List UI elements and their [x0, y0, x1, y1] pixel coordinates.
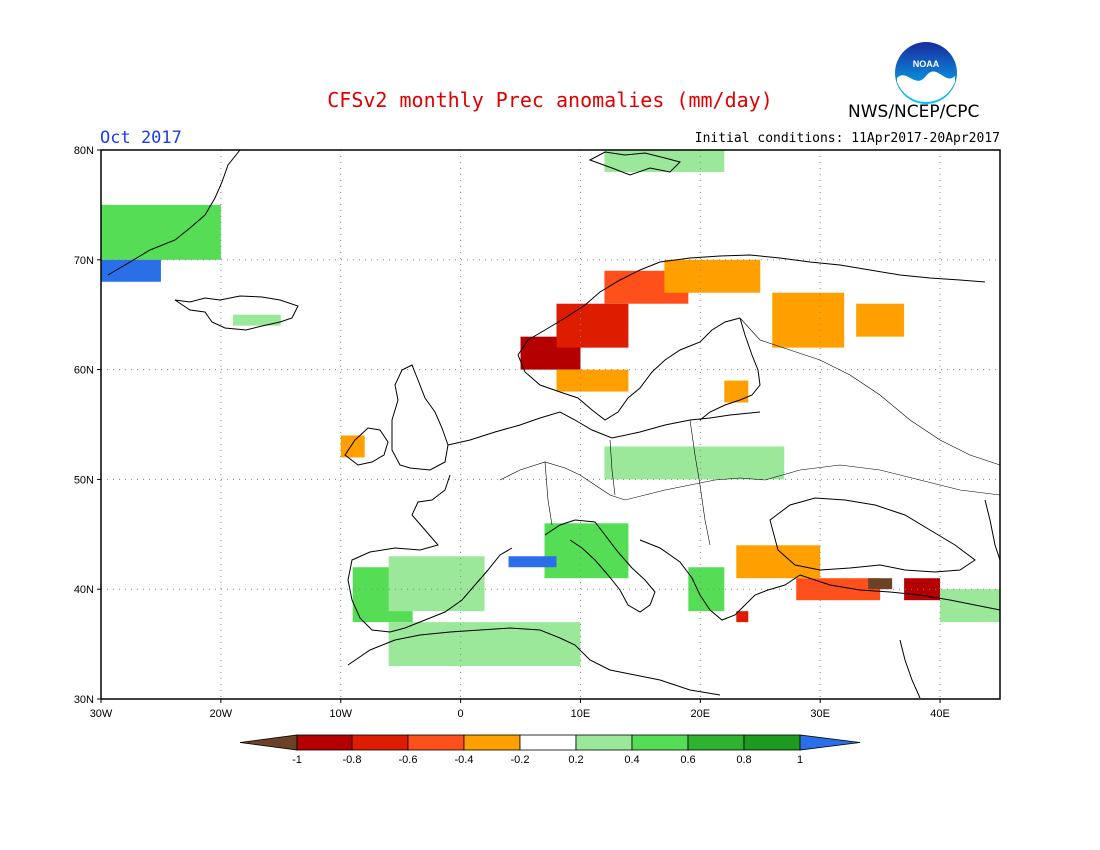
- lon-label: 0: [458, 708, 464, 720]
- lon-label: 10W: [329, 708, 352, 720]
- colorbar-segment: [296, 734, 353, 751]
- colorbar-ticks: -1 -0.8 -0.6 -0.4 -0.2 0.2 0.4 0.6 0.8 1: [292, 754, 803, 766]
- lon-label: 40E: [930, 708, 950, 720]
- anomaly-region: [940, 589, 1000, 623]
- anomaly-region: [388, 556, 485, 612]
- colorbar-segment: [351, 734, 409, 751]
- colorbar-tick-label: -0.8: [343, 754, 362, 766]
- anomaly-region: [556, 303, 629, 348]
- colorbar-segment: [575, 734, 633, 751]
- lon-label: 30E: [810, 708, 830, 720]
- colorbar-tick-label: 0.6: [680, 754, 695, 766]
- org-label: NWS/NCEP/CPC: [848, 102, 980, 122]
- lon-label: 20W: [210, 708, 233, 720]
- lat-label: 80N: [74, 145, 94, 157]
- colorbar-tick-label: 1: [797, 754, 803, 766]
- lat-label: 70N: [74, 255, 94, 267]
- colorbar-segment: [743, 734, 801, 751]
- anomaly-region: [772, 292, 845, 348]
- lon-label: 10E: [571, 708, 591, 720]
- anomaly-region: [736, 611, 749, 623]
- anomaly-region: [868, 578, 893, 590]
- colorbar-tick-label: 0.4: [624, 754, 639, 766]
- anomaly-region: [232, 314, 281, 326]
- anomaly-region: [724, 380, 749, 403]
- anomaly-region: [101, 259, 161, 282]
- graticule: [101, 150, 1000, 699]
- colorbar-segment: [631, 734, 689, 751]
- colorbar-high-arrow: [799, 734, 861, 751]
- anomaly-region: [508, 556, 557, 568]
- anomaly-region: [388, 622, 581, 667]
- colorbar-segment: [687, 734, 745, 751]
- colorbar-tick-label: -0.6: [399, 754, 418, 766]
- colorbar-low-arrow: [239, 734, 298, 751]
- colorbar-tick-label: 0.2: [568, 754, 583, 766]
- lat-label: 50N: [74, 474, 94, 486]
- lat-label: 40N: [74, 584, 94, 596]
- anomaly-region: [556, 369, 629, 392]
- map-frame: [100, 149, 1001, 700]
- initial-conditions: Initial conditions: 11Apr2017-20Apr2017: [694, 131, 1000, 146]
- anomaly-region: [340, 435, 365, 458]
- anomaly-region: [664, 259, 761, 293]
- colorbar-tick-label: -1: [292, 754, 302, 766]
- forecast-month: Oct 2017: [100, 128, 182, 148]
- map-title: CFSv2 monthly Prec anomalies (mm/day): [327, 88, 773, 112]
- axis-labels: 80N 70N 60N 50N 40N 30N 30W 20W 10W 0 10E 20E 30E 40E: [74, 145, 950, 720]
- coastlines: [107, 149, 1001, 699]
- colorbar: [239, 734, 861, 751]
- lon-label: 30W: [90, 708, 113, 720]
- colorbar-tick-label: 0.8: [736, 754, 751, 766]
- anomaly-cells: [101, 150, 1000, 667]
- anomaly-region: [796, 578, 881, 601]
- logo-text: NOAA: [913, 59, 940, 69]
- colorbar-segment: [463, 734, 521, 751]
- anomaly-region: [904, 578, 941, 601]
- colorbar-tick-label: -0.2: [511, 754, 530, 766]
- lat-label: 30N: [74, 694, 94, 706]
- colorbar-segment: [407, 734, 465, 751]
- anomaly-region: [856, 303, 905, 337]
- anomaly-region: [544, 523, 629, 579]
- anomaly-region: [101, 204, 221, 260]
- lon-label: 20E: [691, 708, 711, 720]
- noaa-logo: NOAA: [895, 42, 957, 104]
- anomaly-region: [604, 150, 725, 172]
- colorbar-tick-label: -0.4: [455, 754, 474, 766]
- lat-label: 60N: [74, 365, 94, 377]
- colorbar-segment: [519, 734, 577, 751]
